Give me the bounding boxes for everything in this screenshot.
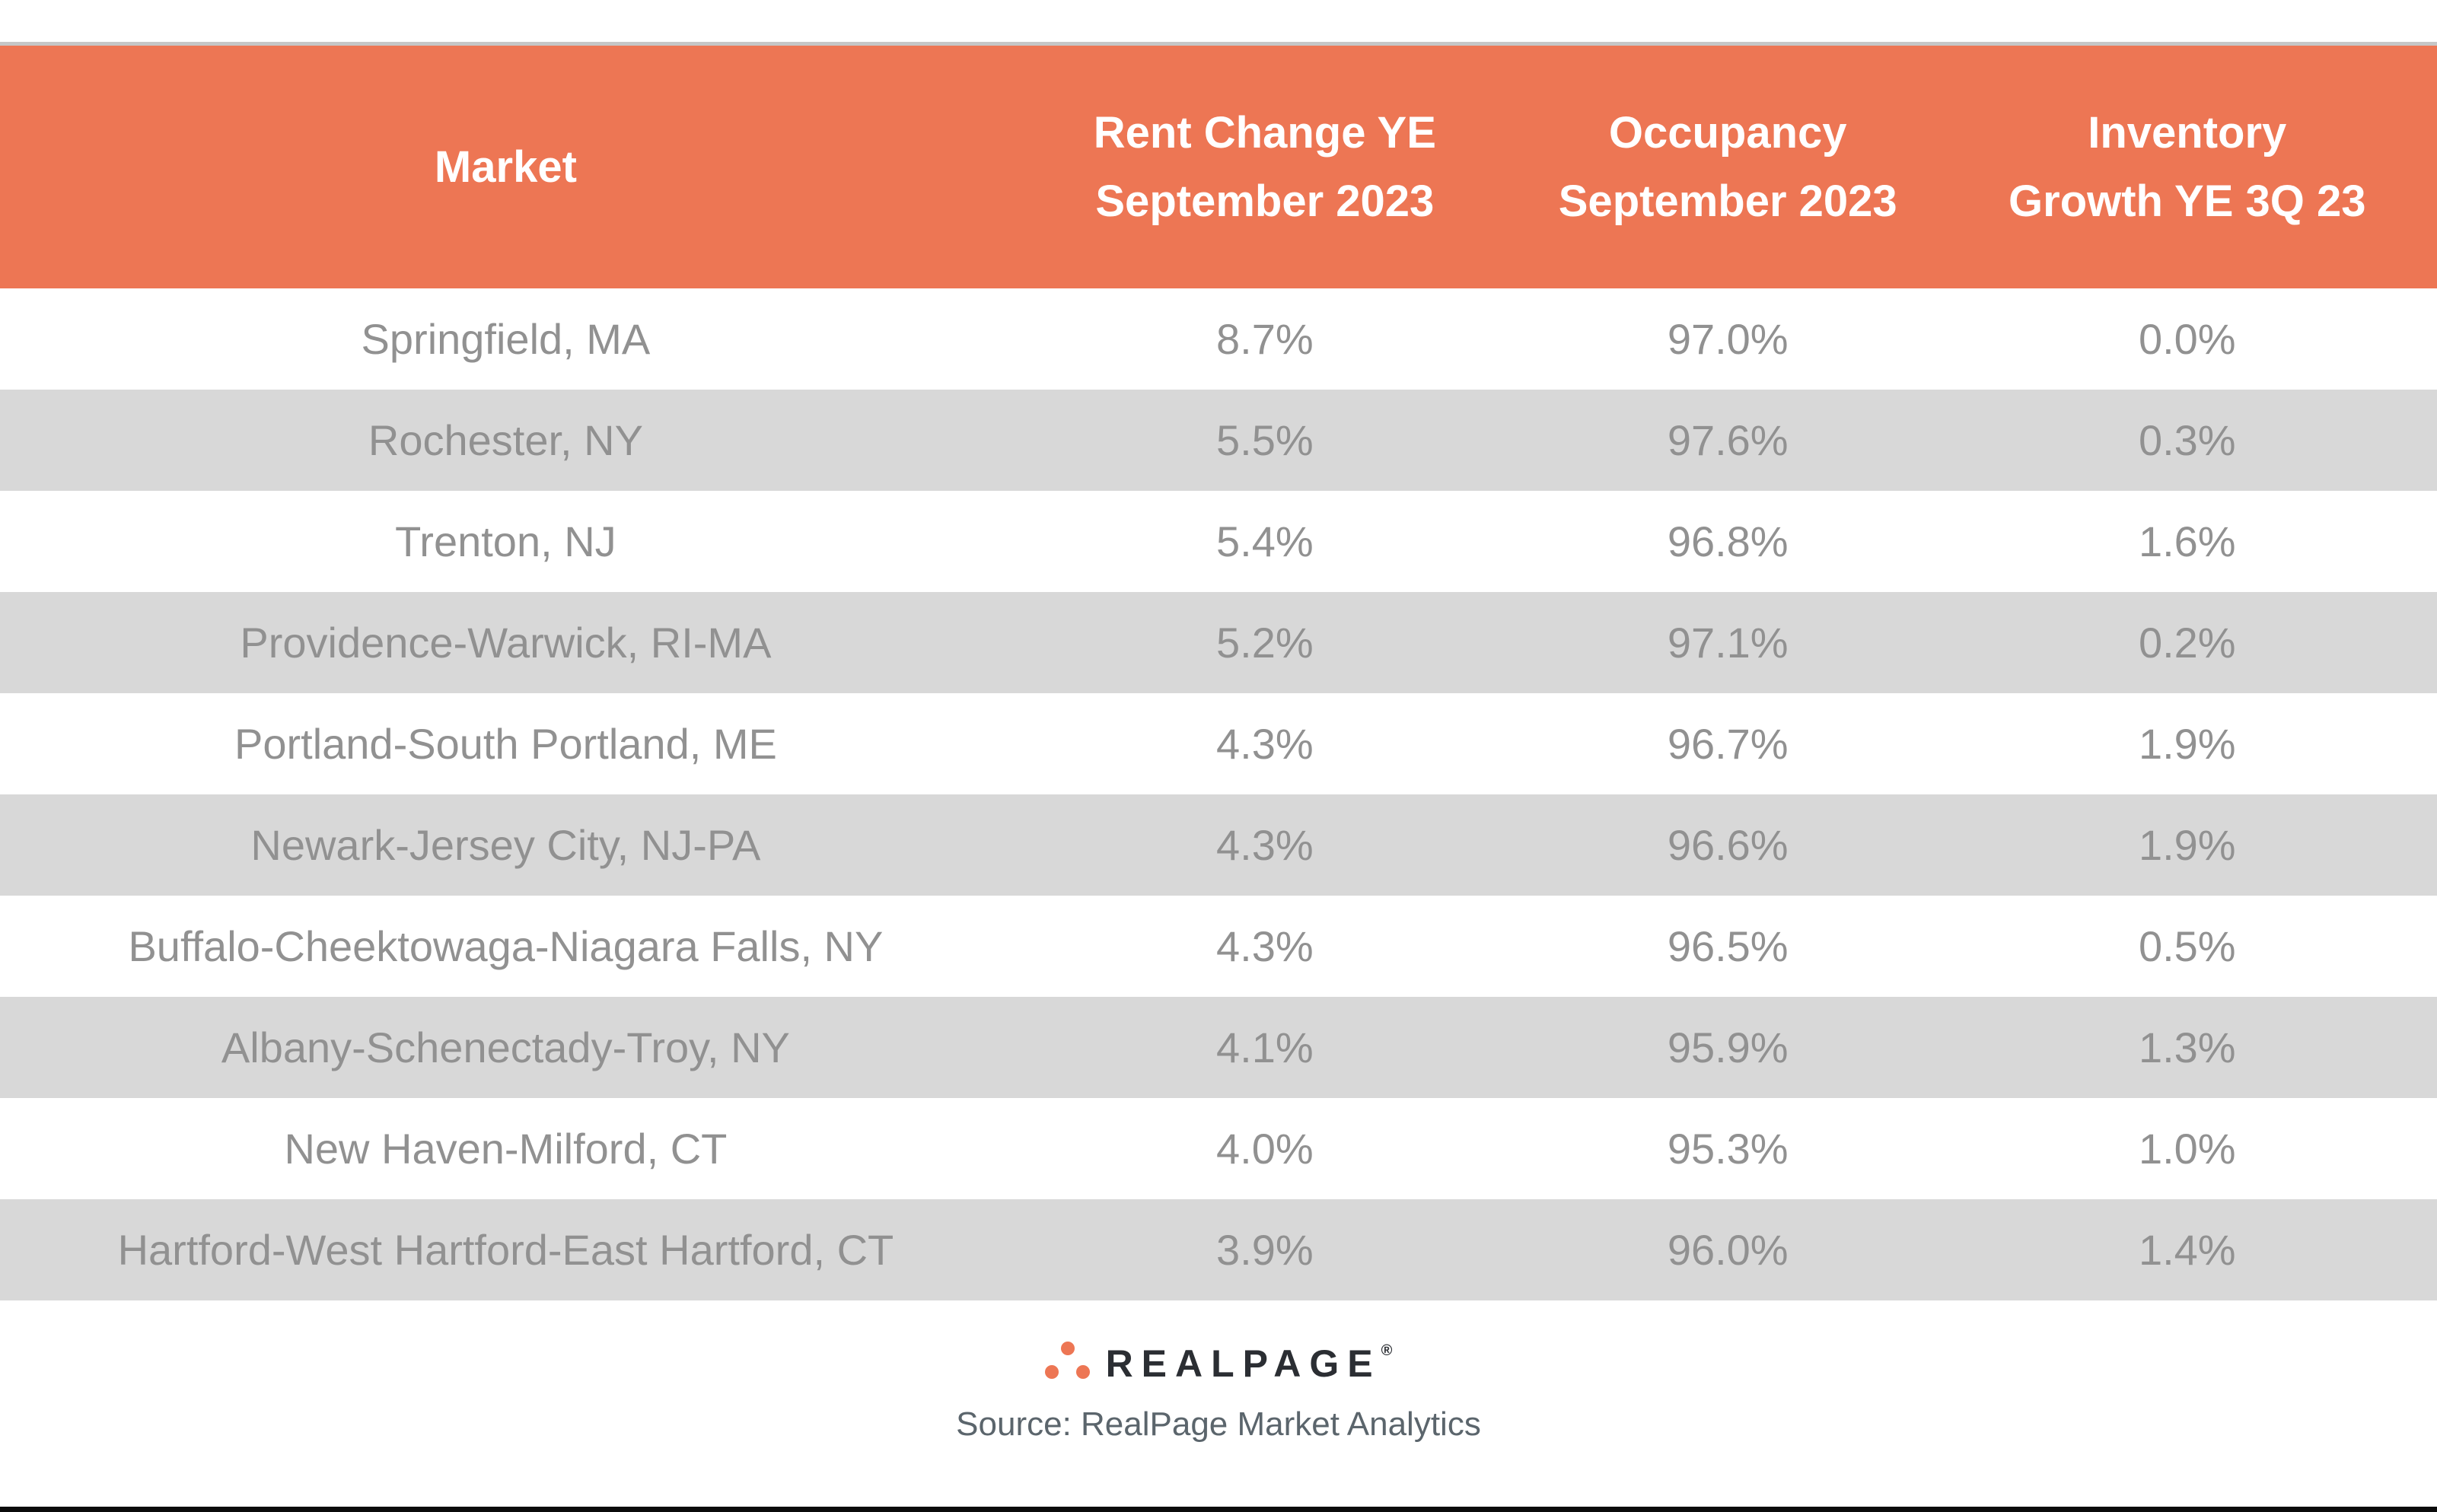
- rent-change-value: 8.7%: [1216, 315, 1314, 363]
- inventory-growth-value: 1.9%: [2138, 720, 2236, 768]
- rent-change-value: 5.5%: [1216, 416, 1314, 464]
- logo-dot-icon: [1075, 1365, 1090, 1379]
- market-name: Hartford-West Hartford-East Hartford, CT: [117, 1226, 894, 1274]
- column-header-label-line2: September 2023: [1095, 176, 1435, 226]
- column-header-label-line2: Growth YE 3Q 23: [2009, 176, 2366, 226]
- rent-change-value: 4.3%: [1216, 821, 1314, 869]
- registered-trademark-symbol: ®: [1381, 1342, 1393, 1359]
- inventory-growth-value: 1.3%: [2138, 1023, 2236, 1071]
- rent-change-value: 5.4%: [1216, 517, 1314, 565]
- column-header-rent-change: Rent Change YE September 2023: [1011, 99, 1518, 236]
- top-divider-line: [0, 42, 2437, 46]
- column-header-market: Market: [0, 133, 1011, 202]
- occupancy-value: 96.7%: [1667, 720, 1789, 768]
- inventory-growth-value: 0.5%: [2138, 922, 2236, 970]
- table-row: Springfield, MA 8.7% 97.0% 0.0%: [0, 288, 2437, 390]
- column-header-label: Market: [434, 142, 577, 192]
- occupancy-value: 97.6%: [1667, 416, 1789, 464]
- table-row: Buffalo-Cheektowaga-Niagara Falls, NY 4.…: [0, 896, 2437, 997]
- table-row: Portland-South Portland, ME 4.3% 96.7% 1…: [0, 693, 2437, 794]
- inventory-growth-value: 1.6%: [2138, 517, 2236, 565]
- rent-change-value: 3.9%: [1216, 1226, 1314, 1274]
- column-header-label-line1: Occupancy: [1608, 107, 1847, 158]
- table-row: New Haven-Milford, CT 4.0% 95.3% 1.0%: [0, 1098, 2437, 1199]
- occupancy-value: 96.6%: [1667, 821, 1789, 869]
- occupancy-value: 96.5%: [1667, 922, 1789, 970]
- inventory-growth-value: 0.0%: [2138, 315, 2236, 363]
- market-name: Albany-Schenectady-Troy, NY: [221, 1023, 790, 1071]
- market-name: Providence-Warwick, RI-MA: [240, 619, 772, 667]
- rent-change-value: 4.3%: [1216, 720, 1314, 768]
- occupancy-value: 97.1%: [1667, 619, 1789, 667]
- inventory-growth-value: 0.3%: [2138, 416, 2236, 464]
- table-row: Hartford-West Hartford-East Hartford, CT…: [0, 1199, 2437, 1300]
- market-name: Buffalo-Cheektowaga-Niagara Falls, NY: [128, 922, 884, 970]
- rent-change-value: 4.3%: [1216, 922, 1314, 970]
- column-header-occupancy: Occupancy September 2023: [1518, 99, 1938, 236]
- market-name: Portland-South Portland, ME: [234, 720, 777, 768]
- column-header-inventory-growth: Inventory Growth YE 3Q 23: [1938, 99, 2437, 236]
- market-name: Springfield, MA: [361, 315, 651, 363]
- inventory-growth-value: 1.4%: [2138, 1226, 2236, 1274]
- market-name: Rochester, NY: [368, 416, 643, 464]
- table-row: Trenton, NJ 5.4% 96.8% 1.6%: [0, 491, 2437, 592]
- table-row: Rochester, NY 5.5% 97.6% 0.3%: [0, 390, 2437, 491]
- bottom-border-bar: [0, 1507, 2437, 1512]
- rent-change-value: 4.1%: [1216, 1023, 1314, 1071]
- column-header-label-line1: Rent Change YE: [1093, 107, 1436, 158]
- table-body: Springfield, MA 8.7% 97.0% 0.0% Rocheste…: [0, 288, 2437, 1300]
- occupancy-value: 95.3%: [1667, 1125, 1789, 1173]
- column-header-label-line2: September 2023: [1558, 176, 1897, 226]
- occupancy-value: 96.8%: [1667, 517, 1789, 565]
- realpage-dots-icon: [1044, 1342, 1091, 1380]
- occupancy-value: 97.0%: [1667, 315, 1789, 363]
- column-header-label-line1: Inventory: [2088, 107, 2287, 158]
- top-margin-strip: [0, 0, 2437, 42]
- inventory-growth-value: 0.2%: [2138, 619, 2236, 667]
- realpage-wordmark: REALPAGE®: [1106, 1342, 1393, 1383]
- inventory-growth-value: 1.0%: [2138, 1125, 2236, 1173]
- rent-change-value: 5.2%: [1216, 619, 1314, 667]
- table-row: Albany-Schenectady-Troy, NY 4.1% 95.9% 1…: [0, 997, 2437, 1098]
- logo-dot-icon: [1044, 1365, 1059, 1379]
- market-name: Newark-Jersey City, NJ-PA: [250, 821, 761, 869]
- brand-text: REALPAGE: [1105, 1342, 1381, 1385]
- logo-dot-icon: [1060, 1342, 1075, 1355]
- rent-change-value: 4.0%: [1216, 1125, 1314, 1173]
- table-header-row: Market Rent Change YE September 2023 Occ…: [0, 46, 2437, 288]
- realpage-logo: REALPAGE®: [1044, 1342, 1393, 1383]
- inventory-growth-value: 1.9%: [2138, 821, 2236, 869]
- occupancy-value: 95.9%: [1667, 1023, 1789, 1071]
- table-row: Providence-Warwick, RI-MA 5.2% 97.1% 0.2…: [0, 592, 2437, 693]
- source-attribution: Source: RealPage Market Analytics: [956, 1405, 1481, 1443]
- footer: REALPAGE® Source: RealPage Market Analyt…: [0, 1300, 2437, 1444]
- market-name: New Haven-Milford, CT: [284, 1125, 728, 1173]
- market-name: Trenton, NJ: [395, 517, 616, 565]
- occupancy-value: 96.0%: [1667, 1226, 1789, 1274]
- table-row: Newark-Jersey City, NJ-PA 4.3% 96.6% 1.9…: [0, 794, 2437, 896]
